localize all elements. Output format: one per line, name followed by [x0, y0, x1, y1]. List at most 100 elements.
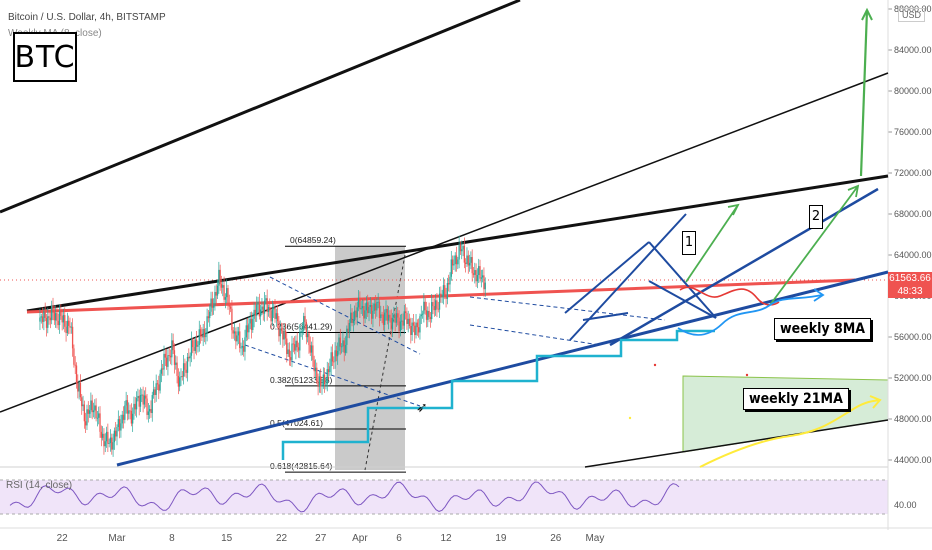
candle-body [259, 309, 262, 317]
candle-body [441, 296, 443, 297]
candle-body [410, 326, 412, 335]
candle-body [65, 326, 67, 334]
candle-body [274, 307, 276, 319]
candle-body [203, 329, 206, 338]
candle-body [207, 316, 210, 319]
x-tick-label: Mar [108, 533, 126, 544]
candle-body [283, 330, 285, 340]
candle-body [376, 302, 378, 311]
candle-body [58, 310, 61, 326]
candle-body [407, 318, 409, 324]
candle-body [44, 311, 46, 318]
candle-body [472, 273, 475, 275]
candle-body [390, 317, 392, 330]
candle-body [141, 394, 143, 396]
candle-body [91, 400, 93, 413]
candle-body [433, 306, 435, 311]
candle-body [193, 347, 195, 351]
resistance-trendline [26, 174, 889, 313]
candle-body [107, 431, 109, 444]
flag-lower-line [648, 280, 717, 319]
candle-body [104, 441, 106, 447]
candle-body [116, 426, 118, 437]
candle-timer: 48:33 [897, 286, 923, 297]
candle-body [202, 329, 204, 338]
candle-body [190, 340, 193, 356]
forecast-breakout-arrow [859, 9, 869, 177]
candle-body [476, 275, 479, 282]
x-tick-label: 6 [396, 533, 402, 544]
candle-body [163, 353, 165, 370]
candle-body [313, 360, 315, 372]
candle-body [257, 302, 259, 305]
candle-body [446, 283, 449, 299]
weekly-8ma-label: weekly 8MA [774, 318, 872, 340]
candle-body [233, 331, 236, 334]
candle-body [240, 347, 242, 349]
candle-body [279, 328, 281, 337]
candle-body [70, 326, 72, 328]
marker-dot [628, 416, 632, 420]
candle-body [235, 331, 237, 342]
candle-body [220, 284, 223, 288]
candle-body [391, 318, 394, 330]
candle-body [115, 430, 117, 437]
candle-body [412, 322, 415, 326]
currency-label[interactable]: USD [898, 8, 926, 22]
candle-body [359, 297, 361, 310]
y-tick-label: 72000.00 [894, 168, 932, 178]
candle-body [68, 320, 70, 326]
candle-body [227, 288, 229, 304]
candle-body [126, 400, 129, 414]
candle-body [75, 365, 78, 384]
candle-body [343, 340, 345, 353]
candle-body [470, 257, 472, 263]
candle-body [51, 305, 53, 321]
candle-body [118, 419, 121, 431]
candle-body [134, 403, 136, 410]
fib-trend-line [364, 254, 406, 471]
yellow-projection [699, 399, 881, 468]
candle-body [256, 304, 258, 316]
candle-body [337, 350, 339, 357]
candle-body [262, 306, 264, 314]
x-tick-label: 27 [315, 533, 327, 544]
scenario-2-box: 2 [809, 205, 823, 229]
candle-body [450, 259, 452, 277]
x-tick-label: 19 [495, 533, 507, 544]
candle-body [368, 306, 370, 314]
candle-body [380, 314, 382, 319]
marker-dot [653, 363, 657, 367]
candle-body [152, 389, 155, 396]
candle-body [374, 303, 377, 311]
flag-pole-line [582, 312, 629, 321]
candle-body [57, 320, 59, 326]
candle-body [239, 331, 241, 348]
btc-badge: BTC [13, 32, 77, 82]
candle-body [288, 349, 291, 358]
candle-body [263, 300, 266, 314]
candle-body [373, 303, 375, 311]
candle-body [301, 330, 304, 332]
long-term-upper-line [0, 0, 521, 214]
candle-body [417, 327, 420, 333]
candle-body [133, 403, 135, 414]
candle-body [384, 312, 386, 325]
candle-body [465, 262, 467, 264]
candle-body [399, 321, 402, 332]
candle-body [282, 330, 284, 340]
candle-body [454, 255, 456, 265]
candle-body [137, 395, 139, 399]
candle-body [387, 314, 390, 321]
current-price-tag: 61563.66 48:33 [888, 272, 932, 298]
blue-support-line [116, 270, 889, 467]
candle-body [329, 366, 331, 373]
candle-body [467, 255, 469, 266]
candle-body [111, 437, 113, 450]
candle-body [258, 302, 260, 317]
candle-body [226, 288, 228, 298]
candle-body [197, 344, 199, 347]
blue-wave-head [813, 288, 825, 302]
